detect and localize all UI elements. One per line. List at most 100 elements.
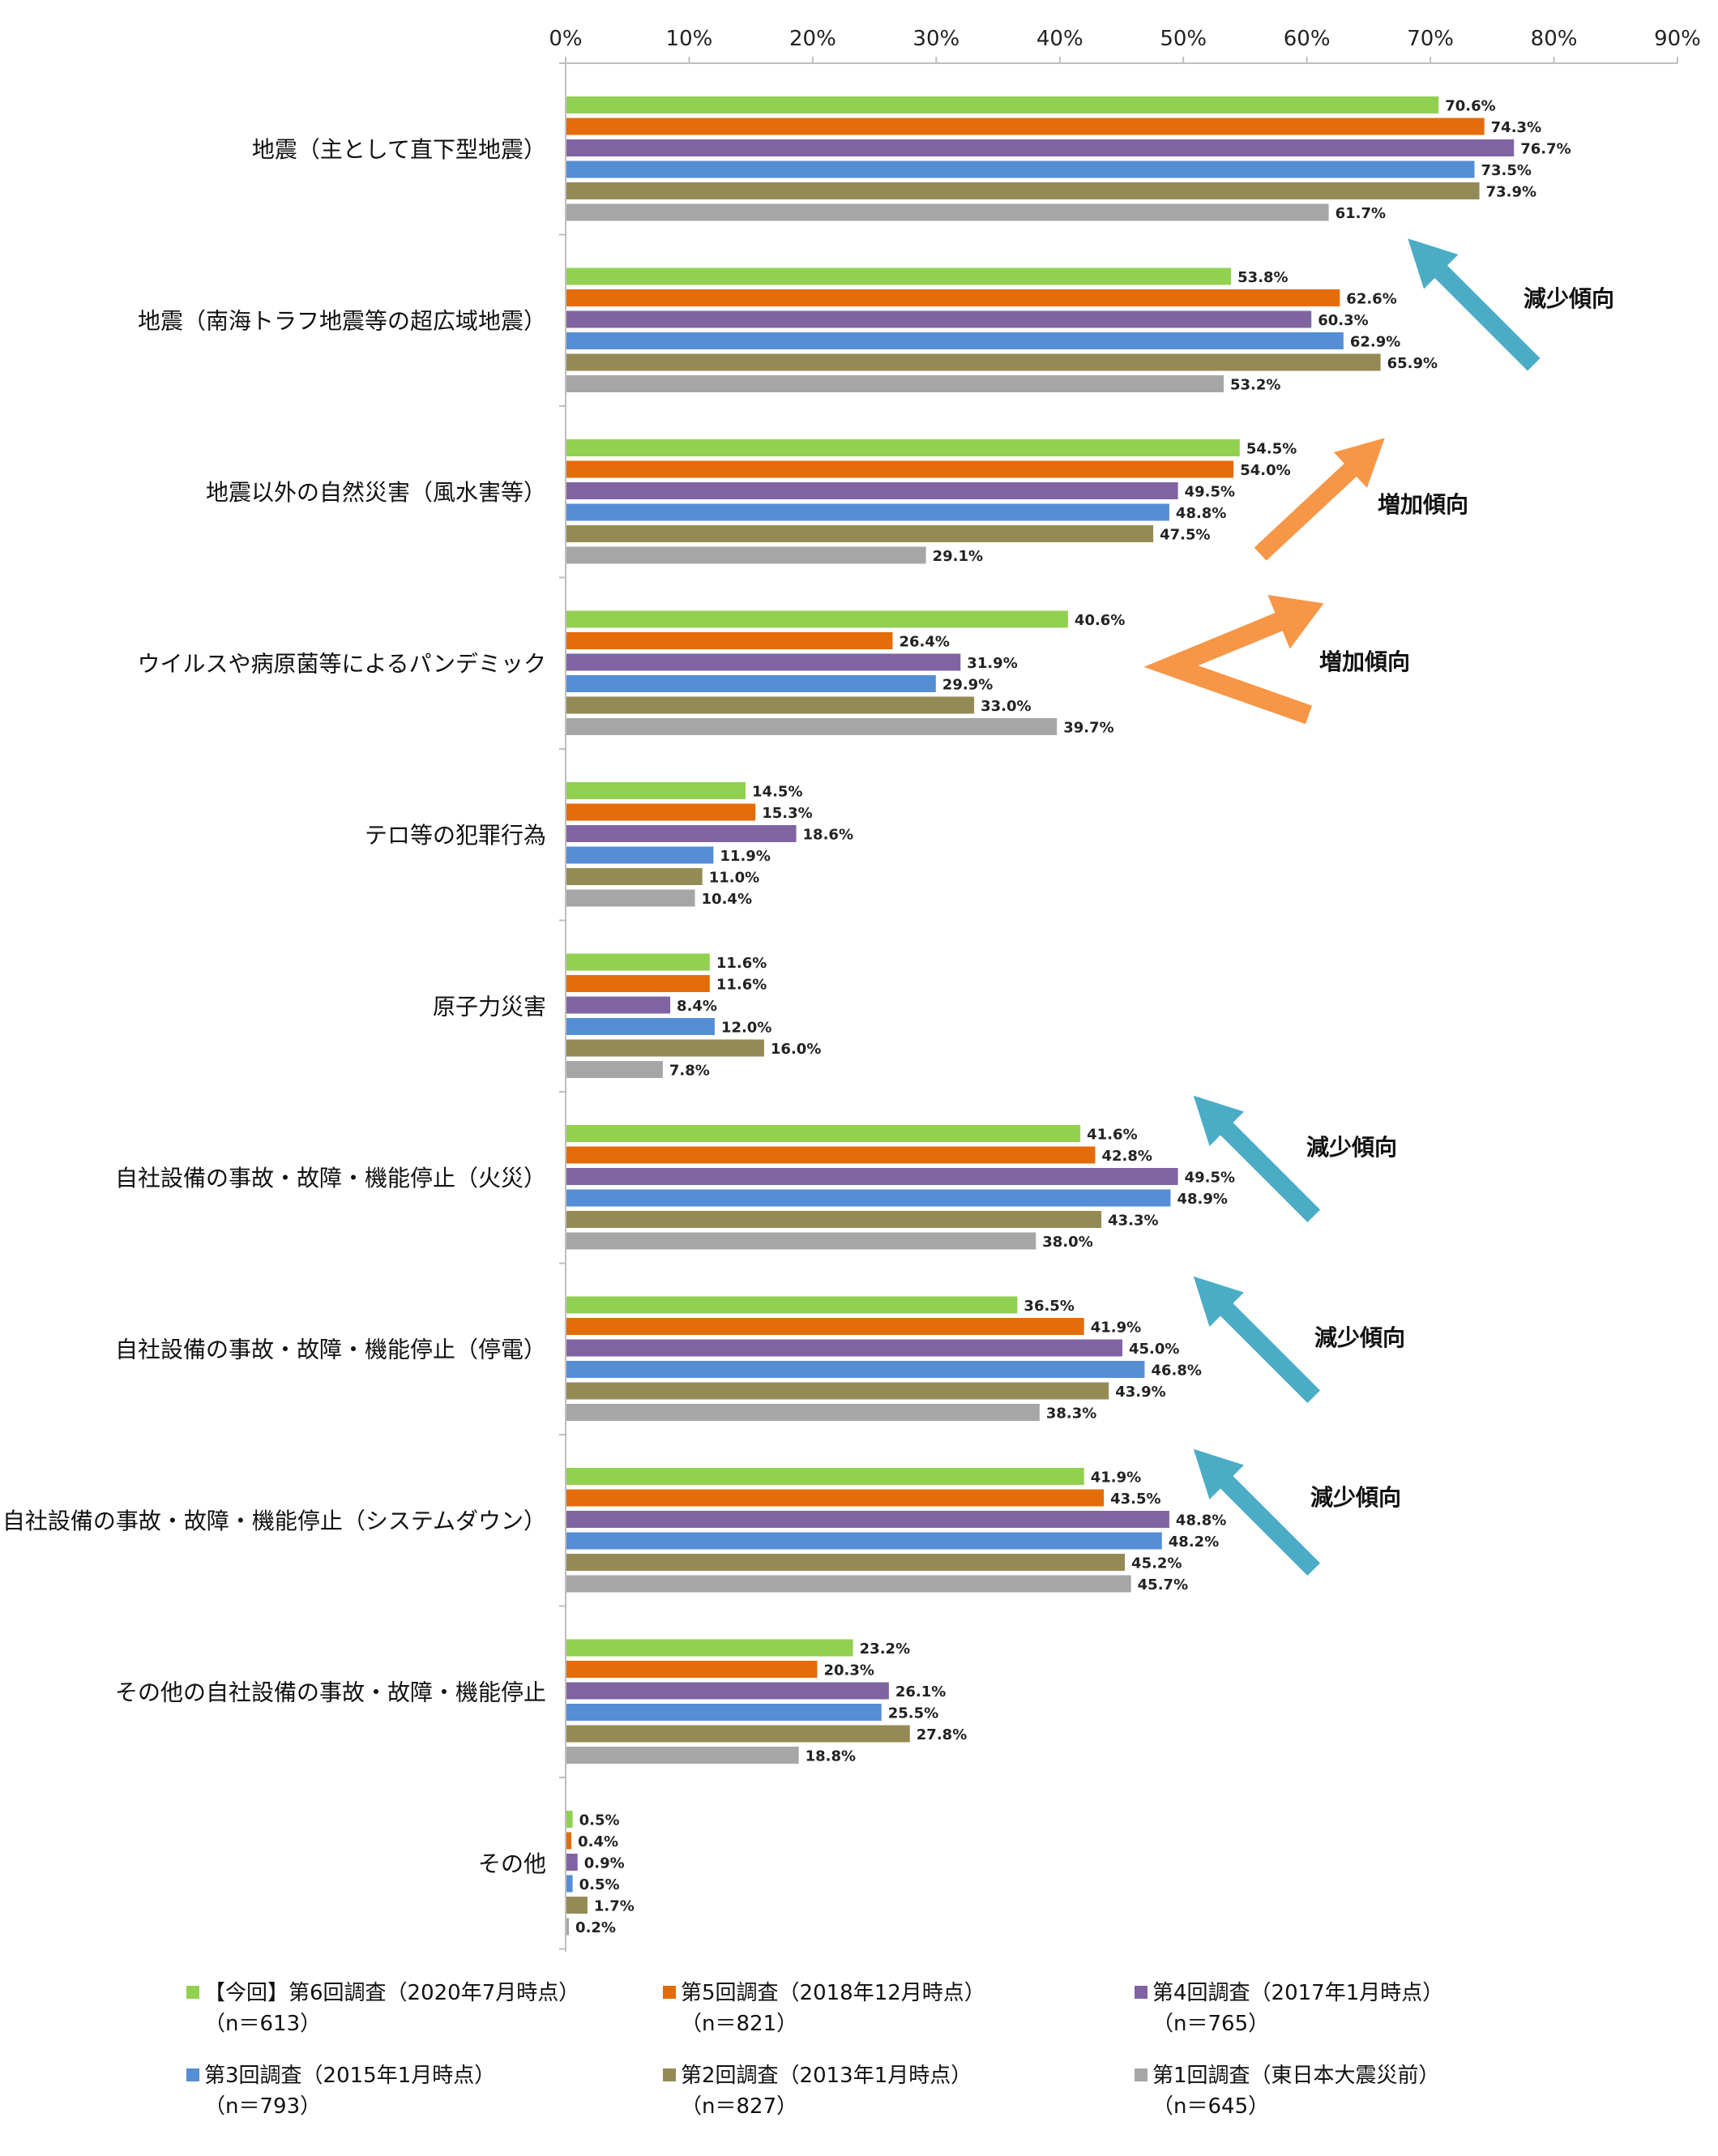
- trend-arrow: [1193, 1448, 1321, 1576]
- bar: [566, 1875, 573, 1893]
- bar-value-label: 14.5%: [752, 784, 802, 801]
- legend-label-series-6: 第1回調査（東日本大震災前）: [1152, 2064, 1440, 2088]
- legend: 【今回】第6回調査（2020年7月時点） （n＝613） 第5回調査（2018年…: [0, 1970, 1718, 2148]
- bar: [566, 1232, 1036, 1250]
- bar-value-label: 65.9%: [1387, 355, 1438, 372]
- bar: [566, 1339, 1122, 1357]
- x-tick-label: 80%: [1531, 27, 1578, 51]
- bar-value-label: 53.2%: [1230, 377, 1280, 394]
- bar: [566, 1211, 1102, 1228]
- bar-value-label: 49.5%: [1185, 1170, 1235, 1187]
- trend-arrow: [1193, 1095, 1321, 1223]
- legend-label-series-4: 第3回調査（2015年1月時点）: [204, 2064, 496, 2088]
- bar-value-label: 40.6%: [1075, 612, 1125, 629]
- bar-value-label: 16.0%: [771, 1041, 821, 1058]
- bar: [566, 1575, 1131, 1593]
- bar: [566, 332, 1344, 349]
- x-tick-label: 70%: [1407, 27, 1454, 51]
- bar: [566, 610, 1068, 628]
- bar: [566, 1682, 889, 1700]
- trend-label: 増加傾向: [1319, 648, 1410, 675]
- bar-value-label: 27.8%: [917, 1726, 967, 1743]
- bar: [566, 653, 961, 671]
- x-tick-label: 90%: [1654, 27, 1701, 51]
- bar: [566, 825, 797, 842]
- bar: [566, 439, 1240, 456]
- bar: [566, 203, 1329, 221]
- category-label: 自社設備の事故・故障・機能停止（システムダウン）: [2, 1508, 546, 1534]
- bar: [566, 1318, 1084, 1335]
- bar: [566, 1039, 764, 1057]
- legend-label-series-3: 第4回調査（2017年1月時点）: [1152, 1981, 1444, 2005]
- bar: [566, 1168, 1178, 1185]
- bar-value-label: 60.3%: [1318, 312, 1368, 329]
- trend-arrow: [1408, 238, 1541, 371]
- bar: [566, 1189, 1171, 1207]
- legend-swatch-series-3: [1135, 1985, 1147, 1999]
- trend-label: 減少傾向: [1306, 1134, 1397, 1161]
- bar: [566, 289, 1340, 306]
- legend-swatch-series-5: [663, 2068, 676, 2081]
- legend-n-series-5: （n＝827）: [681, 2094, 798, 2119]
- bar: [566, 782, 746, 799]
- bar: [566, 267, 1232, 285]
- trend-label: 減少傾向: [1310, 1484, 1401, 1511]
- bar: [566, 546, 926, 564]
- bar-value-label: 10.4%: [702, 891, 752, 908]
- bar: [566, 1832, 572, 1850]
- bar: [566, 868, 703, 885]
- labels-layer: 地震（主として直下型地震） 地震（南海トラフ地震等の超広域地震） 地震以外の自然災害…: [2, 98, 1571, 1937]
- bar: [566, 525, 1154, 542]
- legend-swatch-series-4: [186, 2068, 199, 2081]
- bar: [566, 846, 714, 864]
- bar: [566, 996, 671, 1014]
- bar: [566, 1404, 1040, 1421]
- bar: [566, 1747, 799, 1764]
- legend-label-series-1: 【今回】第6回調査（2020年7月時点）: [204, 1981, 580, 2005]
- bar: [566, 1296, 1018, 1314]
- bar: [566, 889, 695, 907]
- bar-value-label: 33.0%: [981, 698, 1031, 715]
- trend-label: 減少傾向: [1524, 285, 1614, 312]
- bar: [566, 1918, 570, 1936]
- bar-value-label: 70.6%: [1445, 98, 1495, 115]
- bar-value-label: 0.4%: [578, 1833, 618, 1850]
- bar-value-label: 0.9%: [584, 1855, 625, 1872]
- bar: [566, 482, 1178, 499]
- bar: [566, 375, 1224, 392]
- legend-swatch-series-6: [1135, 2068, 1147, 2081]
- category-label: その他の自社設備の事故・故障・機能停止: [115, 1679, 546, 1705]
- bar-value-label: 61.7%: [1336, 205, 1386, 222]
- legend-swatch-series-1: [186, 1985, 199, 1999]
- bar: [566, 460, 1234, 478]
- trend-label: 増加傾向: [1378, 491, 1468, 518]
- legend-n-series-2: （n＝821）: [681, 2012, 798, 2036]
- bar-value-label: 0.5%: [579, 1876, 620, 1893]
- category-label: 原子力災害: [433, 993, 546, 1020]
- bar-value-label: 0.2%: [575, 1919, 616, 1936]
- x-tick-label: 10%: [666, 27, 713, 51]
- bar-value-label: 43.9%: [1115, 1384, 1165, 1401]
- bar-value-label: 41.9%: [1091, 1320, 1141, 1337]
- bar-value-label: 48.2%: [1169, 1534, 1219, 1551]
- bar-value-label: 39.7%: [1063, 720, 1113, 737]
- bar: [566, 1382, 1109, 1400]
- bar: [566, 1361, 1145, 1378]
- category-label: その他: [478, 1850, 546, 1877]
- legend-label-series-5: 第2回調査（2013年1月時点）: [681, 2064, 972, 2088]
- legend-n-series-1: （n＝613）: [204, 2012, 322, 2036]
- bar-value-label: 45.2%: [1131, 1555, 1182, 1572]
- bar-value-label: 47.5%: [1160, 527, 1210, 544]
- bar-value-label: 18.6%: [803, 827, 853, 844]
- bar-value-label: 25.5%: [888, 1705, 938, 1722]
- bar-value-label: 12.0%: [721, 1020, 771, 1037]
- bar-value-label: 0.5%: [579, 1812, 620, 1829]
- bar: [566, 1532, 1162, 1550]
- bar: [566, 953, 710, 971]
- bar-value-label: 45.0%: [1129, 1341, 1179, 1358]
- legend-n-series-4: （n＝793）: [204, 2094, 322, 2119]
- bar: [566, 1061, 663, 1078]
- bar: [566, 1489, 1105, 1507]
- bar-value-label: 53.8%: [1237, 269, 1288, 286]
- bar: [566, 182, 1480, 199]
